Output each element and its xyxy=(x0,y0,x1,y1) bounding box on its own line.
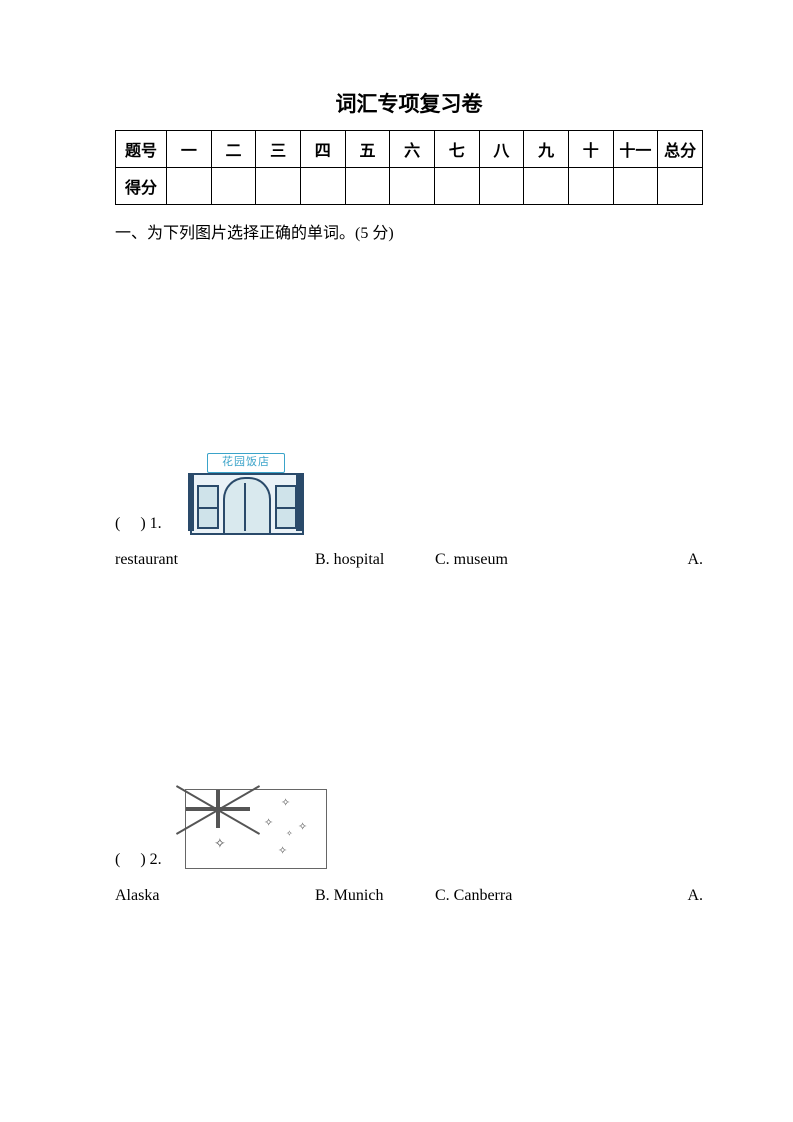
score-cell[interactable] xyxy=(613,168,658,205)
building-icon: 花园饭店 xyxy=(185,453,305,533)
col-header: 六 xyxy=(390,131,435,168)
score-cell[interactable] xyxy=(524,168,569,205)
star-icon: ✧ xyxy=(214,838,226,852)
star-icon: ✧ xyxy=(298,822,307,833)
option-a-marker: A. xyxy=(687,887,703,905)
star-icon: ✧ xyxy=(281,798,290,809)
row-label: 题号 xyxy=(116,131,167,168)
score-cell[interactable] xyxy=(345,168,390,205)
score-cell[interactable] xyxy=(390,168,435,205)
score-table: 题号 一 二 三 四 五 六 七 八 九 十 十一 总分 得分 xyxy=(115,130,703,205)
col-header: 总分 xyxy=(658,131,703,168)
paren-open: ( xyxy=(115,851,120,868)
option-a: Alaska xyxy=(115,887,315,905)
score-cell[interactable] xyxy=(568,168,613,205)
paren-open: ( xyxy=(115,515,120,532)
section-heading: 一、为下列图片选择正确的单词。(5 分) xyxy=(115,219,703,243)
row-label: 得分 xyxy=(116,168,167,205)
column xyxy=(188,473,194,531)
star-icon: ✧ xyxy=(264,818,273,829)
page: 词汇专项复习卷 题号 一 二 三 四 五 六 七 八 九 十 十一 总分 得分 xyxy=(0,0,793,1122)
col-header: 二 xyxy=(211,131,256,168)
score-cell[interactable] xyxy=(167,168,212,205)
option-b: B. Munich xyxy=(315,887,435,905)
question-1: ( ) 1. 花园饭店 A. restaurant B. hospital xyxy=(115,453,703,569)
col-header: 五 xyxy=(345,131,390,168)
score-cell[interactable] xyxy=(479,168,524,205)
option-b: B. hospital xyxy=(315,551,435,569)
score-cell[interactable] xyxy=(300,168,345,205)
window xyxy=(197,485,219,529)
question-row: ( ) 2. ✧ ✧ ✧ ✧ ✧ ✧ A. xyxy=(115,789,703,869)
option-a-marker: A. xyxy=(687,551,703,569)
option-c: C. Canberra xyxy=(435,887,512,905)
question-row: ( ) 1. 花园饭店 A. xyxy=(115,453,703,533)
col-header: 十一 xyxy=(613,131,658,168)
table-row: 题号 一 二 三 四 五 六 七 八 九 十 十一 总分 xyxy=(116,131,703,168)
col-header: 四 xyxy=(300,131,345,168)
window xyxy=(275,485,297,529)
score-cell[interactable] xyxy=(434,168,479,205)
option-a: restaurant xyxy=(115,551,315,569)
answer-row: restaurant B. hospital C. museum xyxy=(115,551,703,569)
col-header: 九 xyxy=(524,131,569,168)
australia-flag-icon: ✧ ✧ ✧ ✧ ✧ ✧ xyxy=(185,789,327,869)
building-sign: 花园饭店 xyxy=(207,453,285,473)
star-icon: ✧ xyxy=(278,846,287,857)
col-header: 七 xyxy=(434,131,479,168)
flag-image: ✧ ✧ ✧ ✧ ✧ ✧ xyxy=(185,789,327,869)
col-header: 十 xyxy=(568,131,613,168)
score-cell[interactable] xyxy=(256,168,301,205)
col-header: 三 xyxy=(256,131,301,168)
col-header: 八 xyxy=(479,131,524,168)
col-header: 一 xyxy=(167,131,212,168)
paren-close: ) 1. xyxy=(140,515,161,532)
answer-row: Alaska B. Munich C. Canberra xyxy=(115,887,703,905)
score-cell[interactable] xyxy=(211,168,256,205)
union-jack xyxy=(186,790,250,828)
page-title: 词汇专项复习卷 xyxy=(115,88,703,118)
star-icon: ✧ xyxy=(286,830,293,838)
question-2: ( ) 2. ✧ ✧ ✧ ✧ ✧ ✧ A. Alask xyxy=(115,789,703,905)
door-split xyxy=(244,483,246,531)
table-row: 得分 xyxy=(116,168,703,205)
door xyxy=(223,477,271,533)
answer-blank[interactable]: ( ) 1. xyxy=(115,515,185,533)
restaurant-image: 花园饭店 xyxy=(185,453,305,533)
paren-close: ) 2. xyxy=(140,851,161,868)
score-cell[interactable] xyxy=(658,168,703,205)
option-c: C. museum xyxy=(435,551,508,569)
answer-blank[interactable]: ( ) 2. xyxy=(115,851,185,869)
